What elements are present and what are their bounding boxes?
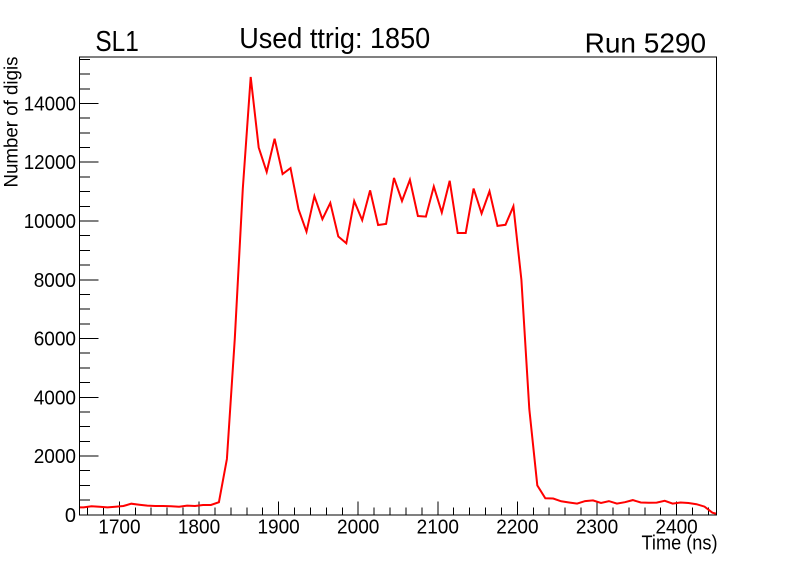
svg-text:2100: 2100 (417, 517, 459, 539)
svg-text:8000: 8000 (34, 270, 76, 292)
svg-text:2200: 2200 (496, 517, 538, 539)
svg-text:2300: 2300 (576, 517, 618, 539)
svg-text:12000: 12000 (24, 152, 76, 174)
svg-text:1800: 1800 (178, 517, 220, 539)
svg-text:10000: 10000 (24, 211, 76, 233)
svg-text:6000: 6000 (34, 329, 76, 351)
svg-text:1700: 1700 (98, 517, 140, 539)
svg-text:Run 5290: Run 5290 (585, 27, 707, 59)
svg-text:2400: 2400 (655, 517, 697, 539)
svg-text:14000: 14000 (24, 94, 76, 116)
svg-text:2000: 2000 (337, 517, 379, 539)
svg-text:4000: 4000 (34, 387, 76, 409)
svg-text:Number of digis: Number of digis (2, 57, 23, 188)
svg-text:0: 0 (65, 505, 76, 527)
svg-text:Used ttrig: 1850: Used ttrig: 1850 (239, 23, 430, 55)
svg-text:Time (ns): Time (ns) (642, 533, 718, 555)
svg-text:SL1: SL1 (95, 26, 138, 58)
svg-text:1900: 1900 (257, 517, 299, 539)
svg-text:2000: 2000 (34, 446, 76, 468)
